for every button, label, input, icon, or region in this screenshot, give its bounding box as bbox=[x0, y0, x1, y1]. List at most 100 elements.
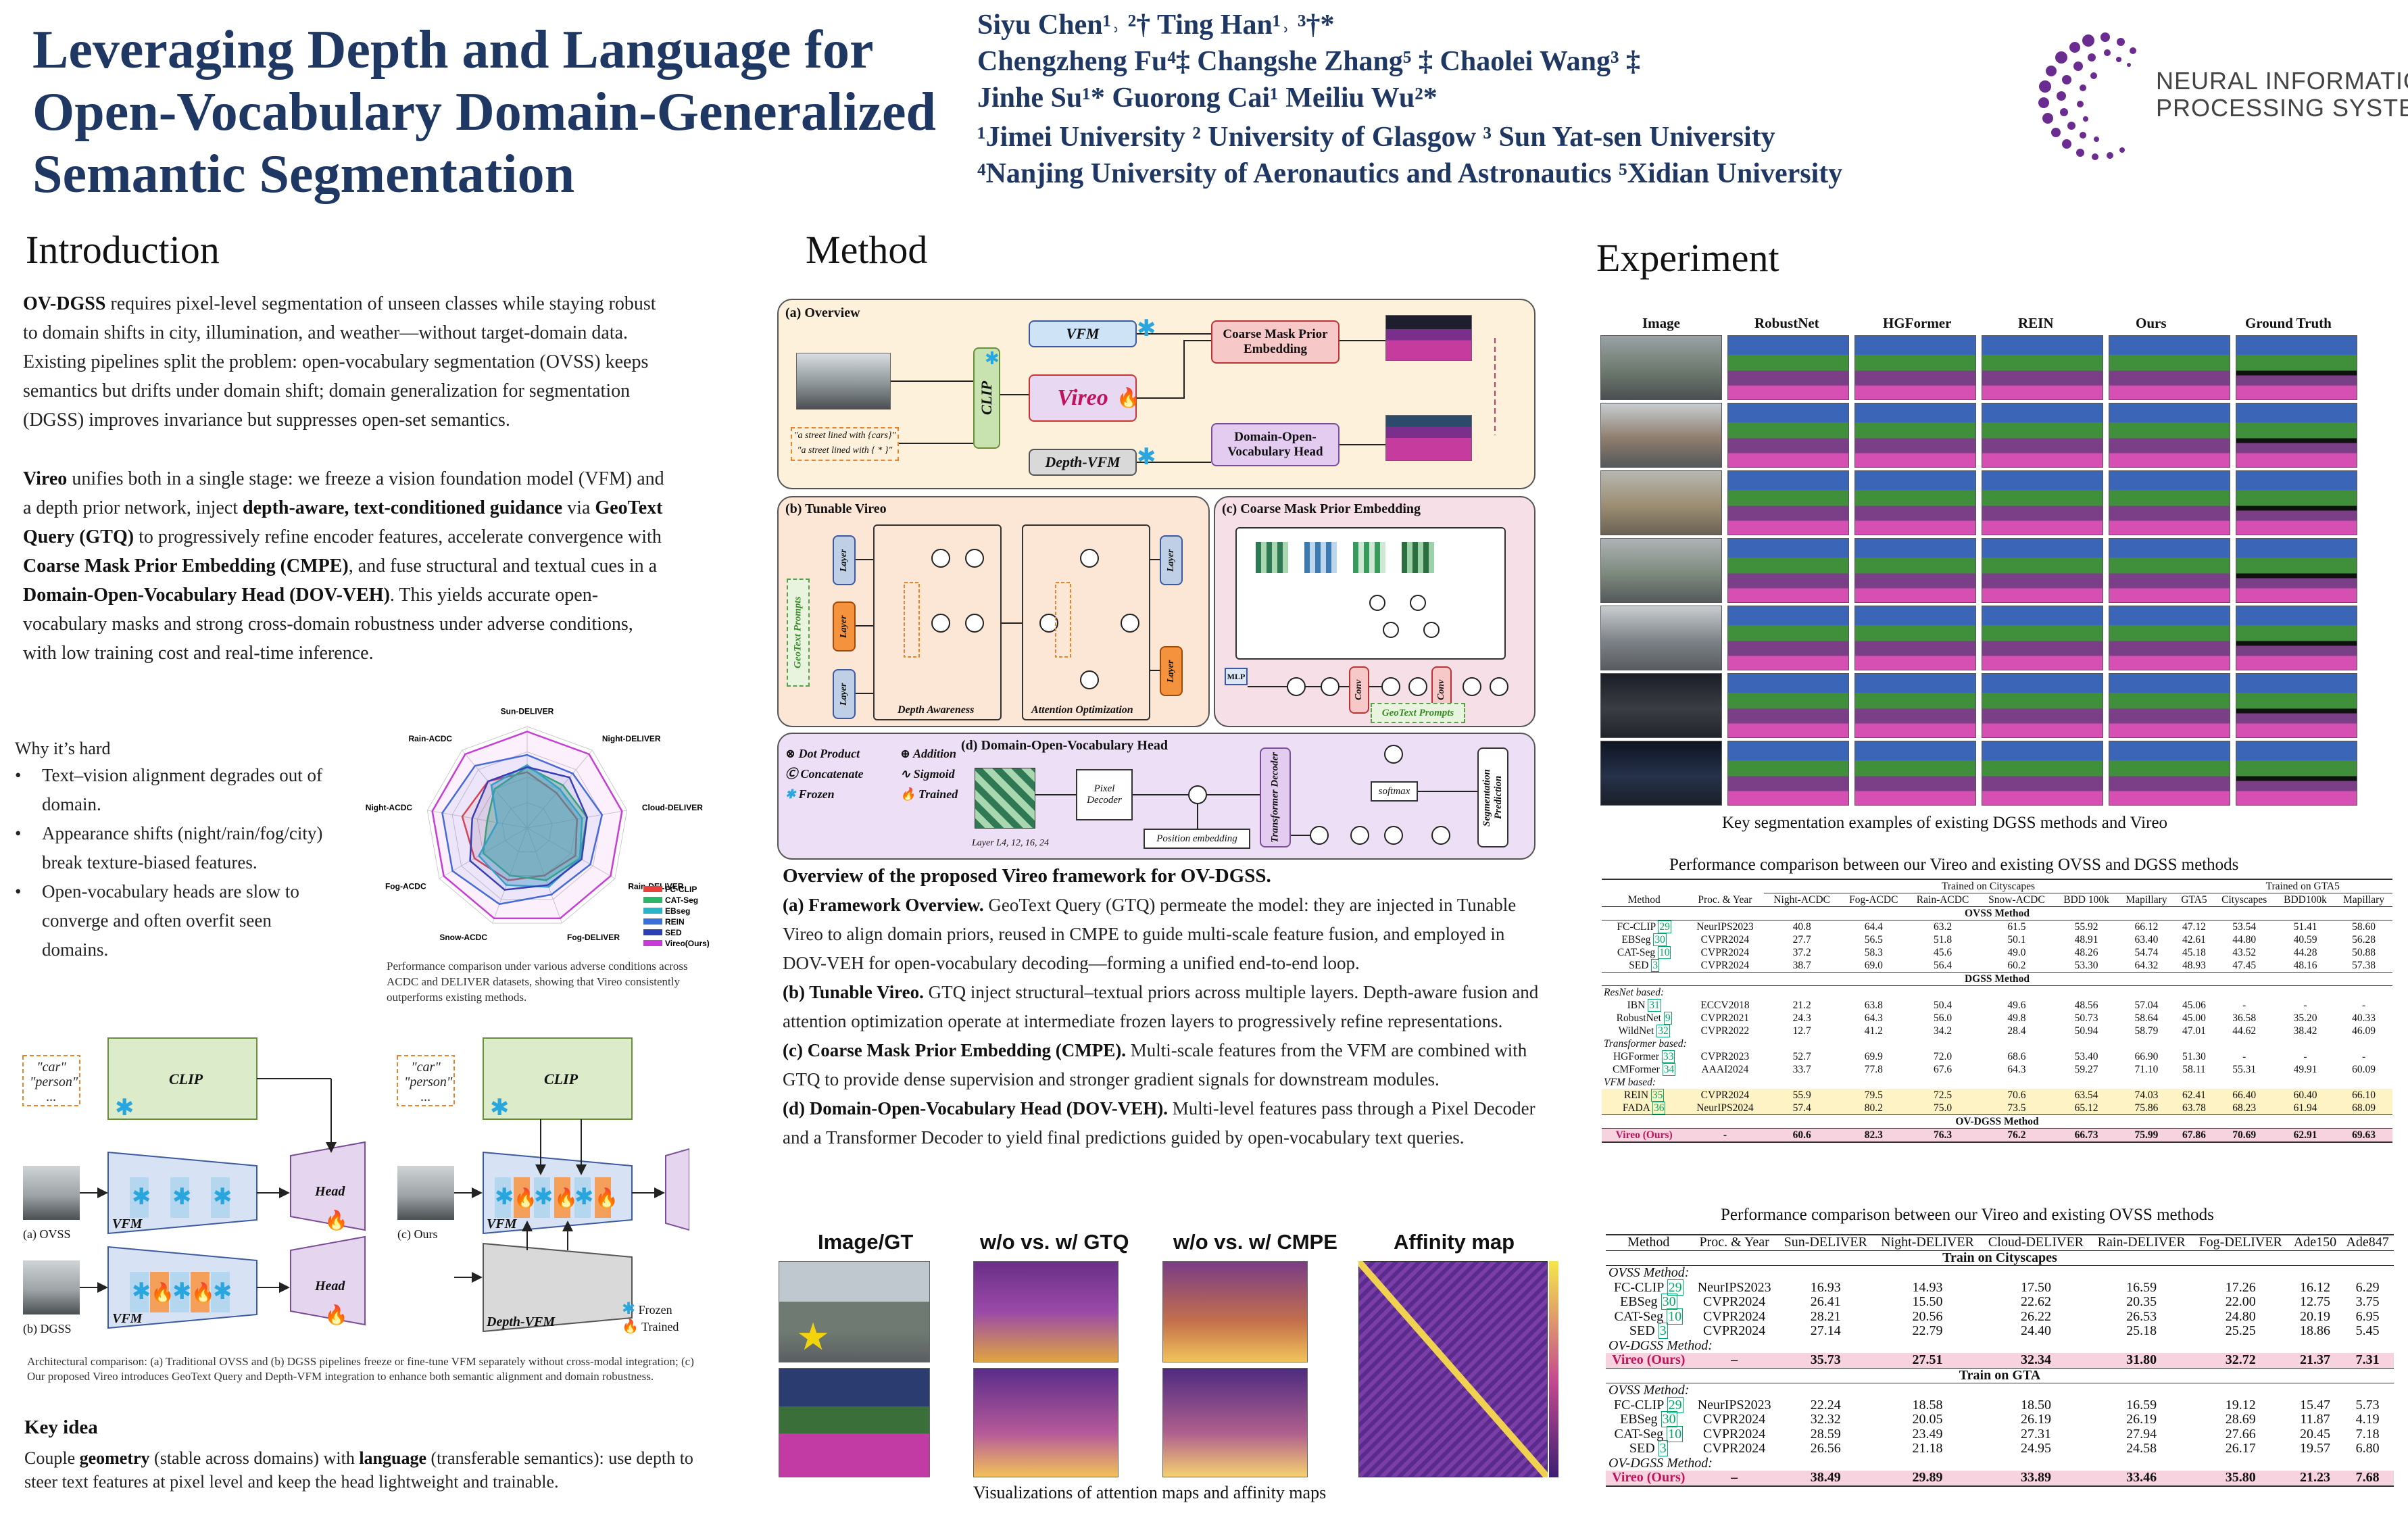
label-ovss: (a) OVSS bbox=[23, 1227, 71, 1241]
citation-link[interactable]: 30 bbox=[1661, 1294, 1677, 1310]
table-row: VFM based: bbox=[1604, 1077, 1656, 1088]
table-row: EBSeg 30 CVPR2024 27.7 56.5 51.8 50.1 48.91 63.… bbox=[1621, 933, 2376, 946]
table-column-header: Night-DELIVER bbox=[1881, 1235, 1974, 1250]
table-column-header: Fog-ACDC bbox=[1849, 894, 1898, 906]
seg-result-image bbox=[1982, 335, 2103, 400]
intro-heading: Introduction bbox=[26, 228, 220, 272]
arch-comparison: ✱ ✱ ✱ ✱ ✱ ✱ ✱ ✱ ✱ ✱ ✱ 🔥 🔥 🔥 🔥 🔥 🔥 🔥 "car" "person"... … bbox=[14, 1027, 690, 1352]
citation-link[interactable]: 29 bbox=[1667, 1279, 1684, 1296]
citation-link[interactable]: 34 bbox=[1662, 1063, 1676, 1076]
seg-result-image bbox=[1982, 538, 2103, 603]
table-row: EBSeg 30 CVPR2024 26.41 15.50 22.62 20.35 22.0… bbox=[1620, 1294, 2380, 1310]
title-line-3: Semantic Segmentation bbox=[32, 145, 575, 204]
key-idea-heading: Key idea bbox=[24, 1417, 98, 1438]
label-ours: (c) Ours bbox=[397, 1227, 438, 1241]
table-column-header: Proc. & Year bbox=[1699, 1235, 1769, 1250]
radar-legend-label: EBseg bbox=[665, 906, 690, 916]
seg-result-image bbox=[1854, 470, 1976, 535]
citation-link[interactable]: 33 bbox=[1661, 1050, 1675, 1063]
citation-link[interactable]: 3 bbox=[1651, 959, 1660, 972]
method-legend-2: ⊕ Addition ∿ Sigmoid 🔥 Trained bbox=[900, 743, 995, 804]
authors-line: Chengzheng Fu⁴‡ Changshe Zhang⁵ ‡ Chaole… bbox=[977, 46, 1641, 77]
table-column-header: Proc. & Year bbox=[1698, 893, 1752, 906]
vis-image bbox=[779, 1261, 930, 1362]
citation-link[interactable]: 36 bbox=[1652, 1102, 1666, 1114]
table-row: HGFormer 33 CVPR2023 52.7 69.9 72.0 68.6 53.40… bbox=[1613, 1050, 2366, 1063]
citation-link[interactable]: 9 bbox=[1663, 1012, 1672, 1025]
citation-link[interactable]: 32 bbox=[1656, 1025, 1670, 1037]
softmax-box: softmax bbox=[1371, 781, 1418, 802]
citation-link[interactable]: 31 bbox=[1648, 999, 1661, 1012]
label-dgss: (b) DGSS bbox=[23, 1322, 72, 1335]
radar-axis bbox=[526, 827, 616, 879]
radar-legend-label: SED bbox=[665, 928, 682, 937]
experiment-heading: Experiment bbox=[1596, 236, 1779, 280]
citation-link[interactable]: 3 bbox=[1658, 1440, 1668, 1456]
seg-input-image bbox=[1600, 673, 1722, 738]
svg-text:✱: ✱ bbox=[132, 1278, 151, 1305]
citation-link[interactable]: 35 bbox=[1650, 1089, 1665, 1102]
table-row: Vireo (Ours) -60.6 82.3 76.3 76.2 66.73 75.99 6… bbox=[1602, 1128, 2392, 1141]
table1-title: Performance comparison between our Vireo… bbox=[1669, 856, 2239, 874]
table-column-header: Fog-DELIVER bbox=[2198, 1235, 2282, 1250]
table-column-header: Ade150 bbox=[2293, 1235, 2337, 1250]
flame-icon: 🔥 bbox=[1116, 388, 1140, 409]
seg-result-image bbox=[1982, 673, 2103, 738]
table-section-header: OVSS Method bbox=[1602, 906, 2392, 920]
concatenate-icon: Ⓒ bbox=[785, 767, 797, 781]
cmpe-panel: (c) Coarse Mask Prior Embedding MLP Conv… bbox=[1214, 496, 1535, 727]
vis-header: w/o vs. w/ CMPE bbox=[1173, 1230, 1337, 1254]
legend-sigmoid: ∿ Sigmoid bbox=[900, 767, 955, 781]
method-para: (c) Coarse Mask Prior Embedding (CMPE). … bbox=[783, 1040, 1527, 1089]
svg-text:✱: ✱ bbox=[490, 1094, 510, 1121]
seg-result-image bbox=[1854, 403, 1976, 468]
radar-legend-label: CAT-Seg bbox=[665, 895, 698, 905]
table1: Trained on Cityscapes Trained on GTA5 Meth… bbox=[1602, 880, 2392, 1141]
legend-frozen: ✱ Frozen bbox=[785, 787, 835, 801]
method-para: (a) Framework Overview. GeoText Query (G… bbox=[783, 895, 1517, 973]
snowflake-icon: ✱ bbox=[622, 1300, 636, 1318]
citation-link[interactable]: 30 bbox=[1661, 1411, 1677, 1427]
citation-link[interactable]: 30 bbox=[1653, 933, 1667, 946]
table-row: REIN 35 CVPR2024 55.9 79.5 72.5 70.6 63.54 74.0… bbox=[1602, 1089, 2392, 1102]
vis-headers: Image/GT w/o vs. w/ GTQ w/o vs. w/ CMPE … bbox=[777, 1230, 1541, 1260]
citation-link[interactable]: 10 bbox=[1667, 1308, 1684, 1325]
star-icon: ★ bbox=[796, 1317, 831, 1358]
citation-link[interactable]: 29 bbox=[1658, 920, 1671, 933]
table-column-header: Rain-DELIVER bbox=[2097, 1235, 2186, 1250]
method-para: (d) Domain-Open-Vocabulary Head (DOV-VEH… bbox=[783, 1098, 1535, 1148]
seg-result-image bbox=[2109, 606, 2230, 670]
seg-headers: Image RobustNet HGFormer REIN Ours Groun… bbox=[1595, 315, 2392, 335]
seg-result-image bbox=[2236, 470, 2357, 535]
radar-series-rein bbox=[441, 754, 604, 906]
pixel-decoder: Pixel Decoder bbox=[1076, 769, 1133, 820]
table-column-header: Method bbox=[1627, 1235, 1670, 1250]
radar-legend-swatch bbox=[643, 929, 662, 935]
seg-result-image bbox=[1854, 606, 1976, 670]
tunable-label: (b) Tunable Vireo bbox=[785, 501, 887, 516]
tunable-vireo-panel: (b) Tunable Vireo GeoText Prompts Layer … bbox=[777, 496, 1210, 727]
table-row: FC-CLIP 29 NeurIPS2023 40.8 64.4 63.2 61.5 55.… bbox=[1617, 920, 2376, 933]
title-line-2: Open-Vocabulary Domain-Generalized bbox=[32, 82, 936, 142]
table-section-header: Train on Cityscapes bbox=[1606, 1250, 2394, 1266]
citation-link[interactable]: 10 bbox=[1667, 1425, 1684, 1442]
dovh-panel: ⊗ Dot Product Ⓒ Concatenate ✱ Frozen ⊕ A… bbox=[777, 733, 1535, 860]
seg-result-image bbox=[1854, 538, 1976, 603]
citation-link[interactable]: 10 bbox=[1657, 946, 1671, 959]
radar-axis-label: Night-DELIVER bbox=[602, 734, 661, 743]
neurips-logo-icon bbox=[2038, 32, 2136, 160]
dovh-ops bbox=[1035, 745, 1477, 845]
radar-legend-swatch bbox=[643, 940, 662, 946]
table-row: CAT-Seg 10 CVPR2024 28.21 20.56 26.22 26.53 24… bbox=[1614, 1308, 2380, 1325]
seg-result-image bbox=[2236, 673, 2357, 738]
legend-concatenate: Ⓒ Concatenate bbox=[785, 767, 864, 781]
citation-link[interactable]: 29 bbox=[1667, 1396, 1684, 1413]
method-description: (a) Framework Overview. GeoText Query (G… bbox=[783, 891, 1540, 1152]
cmpe-box: Coarse Mask Prior Embedding bbox=[1211, 320, 1340, 364]
table-row: SED 3 CVPR2024 26.56 21.18 24.95 24.58 26.17 19… bbox=[1629, 1440, 2380, 1456]
vis-header: Affinity map bbox=[1394, 1230, 1515, 1254]
citation-link[interactable]: 3 bbox=[1658, 1323, 1668, 1339]
table-section-header: DGSS Method bbox=[1602, 972, 2392, 986]
seg-result-image bbox=[1982, 606, 2103, 670]
vis-gtq-on bbox=[973, 1368, 1119, 1477]
